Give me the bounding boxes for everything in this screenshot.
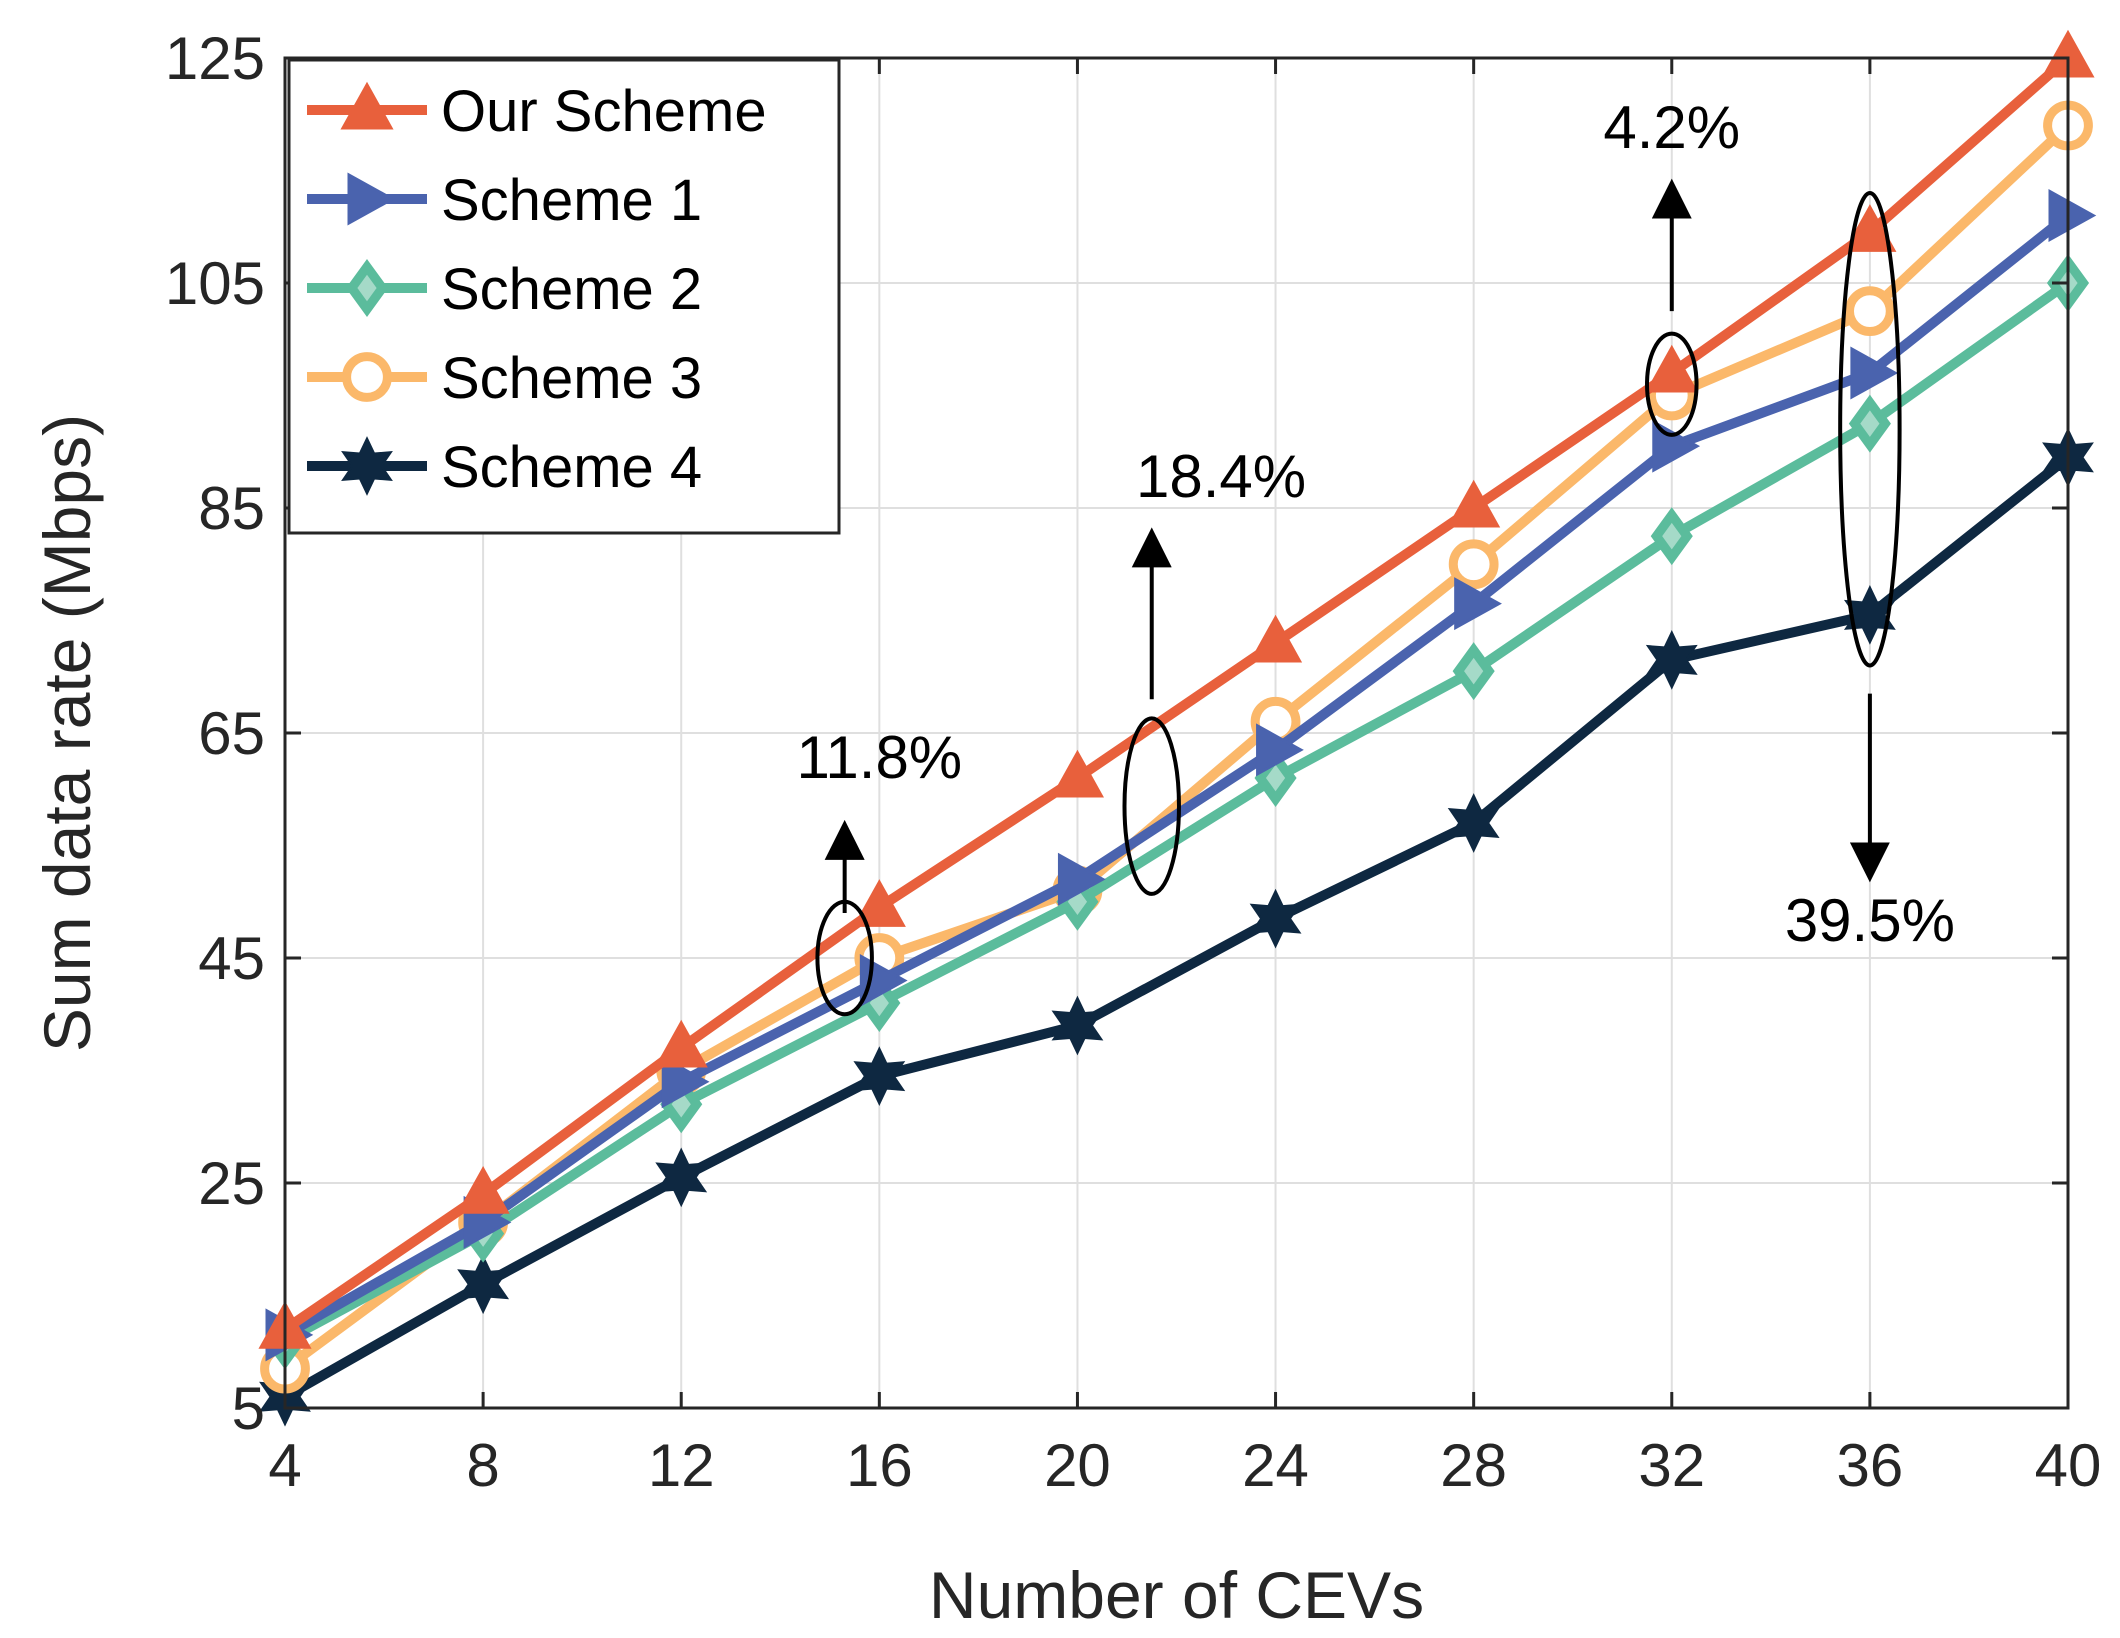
data-point <box>1645 629 1698 690</box>
data-point <box>1454 577 1502 631</box>
y-tick-label: 45 <box>198 925 265 992</box>
ticks: 4 8 12 16 20 24 28 32 36 40 5 25 45 65 85 105 125 <box>165 25 2101 1499</box>
annotation-ellipse <box>1838 191 1902 668</box>
series-line <box>282 54 2072 1334</box>
series-layer <box>258 29 2097 1427</box>
legend-label: Scheme 3 <box>441 346 702 411</box>
legend-item-scheme-1: Scheme 1 <box>307 168 702 233</box>
data-point <box>1447 479 1501 528</box>
y-tick-label: 125 <box>165 25 265 92</box>
data-point <box>1452 642 1495 701</box>
marker-diamond-inner <box>671 1091 691 1118</box>
legend-label: Scheme 2 <box>441 257 702 322</box>
annotation-label: 39.5% <box>1785 887 1955 954</box>
legend: Our Scheme Scheme 1 Scheme 2 Scheme 3 Scheme… <box>287 58 841 535</box>
data-point <box>654 1019 708 1068</box>
x-tick-label: 16 <box>846 1432 913 1499</box>
marker-diamond <box>1848 394 1891 453</box>
annotation-11-8pct: 11.8% <box>796 724 962 1017</box>
legend-item-scheme-3: Scheme 3 <box>307 346 702 411</box>
x-axis-title: Number of CEVs <box>929 1558 1424 1632</box>
marker-diamond-inner <box>1464 657 1484 685</box>
data-point <box>852 879 906 927</box>
data-point <box>1057 852 1106 906</box>
series-scheme-4 <box>259 427 2094 1427</box>
data-point <box>1844 286 1895 337</box>
legend-marker <box>345 259 389 317</box>
data-point <box>661 1055 710 1109</box>
x-tick-label: 4 <box>268 1432 301 1499</box>
legend-item-scheme-4: Scheme 4 <box>307 435 702 500</box>
y-tick-label: 25 <box>198 1150 265 1217</box>
marker-diamond <box>1650 507 1693 566</box>
marker-diamond <box>345 259 389 317</box>
marker-diamond-inner <box>357 274 377 302</box>
annotation-18-4pct: 18.4% <box>1122 443 1306 896</box>
legend-label: Scheme 1 <box>441 168 702 233</box>
data-point <box>456 1165 510 1214</box>
annotation-label: 18.4% <box>1136 443 1306 510</box>
legend-item-our-scheme: Our Scheme <box>307 79 767 144</box>
data-point <box>457 1254 510 1315</box>
x-tick-label: 40 <box>2035 1432 2102 1499</box>
annotation-39-5pct: 39.5% <box>1785 191 1955 954</box>
x-tick-label: 24 <box>1242 1432 1309 1499</box>
legend-label: Scheme 4 <box>441 435 702 500</box>
y-tick-label: 105 <box>165 250 265 317</box>
data-point <box>1448 539 1499 590</box>
x-tick-label: 36 <box>1837 1432 1904 1499</box>
x-tick-label: 8 <box>466 1432 499 1499</box>
data-point <box>1848 394 1891 453</box>
data-point <box>853 1046 906 1107</box>
legend-marker <box>342 352 392 402</box>
data-point <box>1256 723 1304 777</box>
y-tick-label: 65 <box>198 700 265 767</box>
data-point <box>1050 749 1104 798</box>
marker-diamond <box>1452 642 1495 701</box>
x-tick-label: 20 <box>1044 1432 1111 1499</box>
data-point <box>1447 793 1500 853</box>
y-tick-label: 85 <box>198 475 265 542</box>
annotation-label: 11.8% <box>796 724 962 791</box>
annotation-ellipse <box>1645 331 1699 437</box>
x-tick-label: 32 <box>1638 1432 1705 1499</box>
marker-diamond-inner <box>1265 764 1286 792</box>
data-point <box>1843 204 1897 252</box>
series-line <box>282 453 2072 1402</box>
annotations: 11.8% 18.4% 4.2% 39.5% <box>796 94 1955 1017</box>
data-point <box>1850 346 1899 400</box>
legend-item-scheme-2: Scheme 2 <box>307 257 702 322</box>
data-point <box>1645 344 1699 393</box>
x-tick-label: 12 <box>648 1432 715 1499</box>
data-point <box>1650 507 1693 566</box>
marker-diamond-inner <box>1860 410 1880 437</box>
series-line <box>282 211 2072 1340</box>
data-point <box>1249 888 1302 949</box>
y-tick-label: 5 <box>232 1375 265 1442</box>
annotation-4-2pct: 4.2% <box>1603 94 1740 437</box>
data-point <box>655 1147 708 1208</box>
legend-label: Our Scheme <box>441 79 767 144</box>
annotation-label: 4.2% <box>1603 94 1740 161</box>
annotation-ellipse <box>1122 716 1181 896</box>
marker-diamond-inner <box>1662 522 1682 550</box>
legend-marker <box>347 172 396 226</box>
data-point <box>2048 188 2097 243</box>
legend-marker <box>341 436 393 496</box>
legend-marker <box>340 81 394 130</box>
y-axis-title: Sum data rate (Mbps) <box>30 414 104 1052</box>
data-point <box>1051 995 1104 1056</box>
data-point <box>1843 584 1896 645</box>
x-tick-label: 28 <box>1440 1432 1507 1499</box>
data-point <box>1249 614 1303 663</box>
